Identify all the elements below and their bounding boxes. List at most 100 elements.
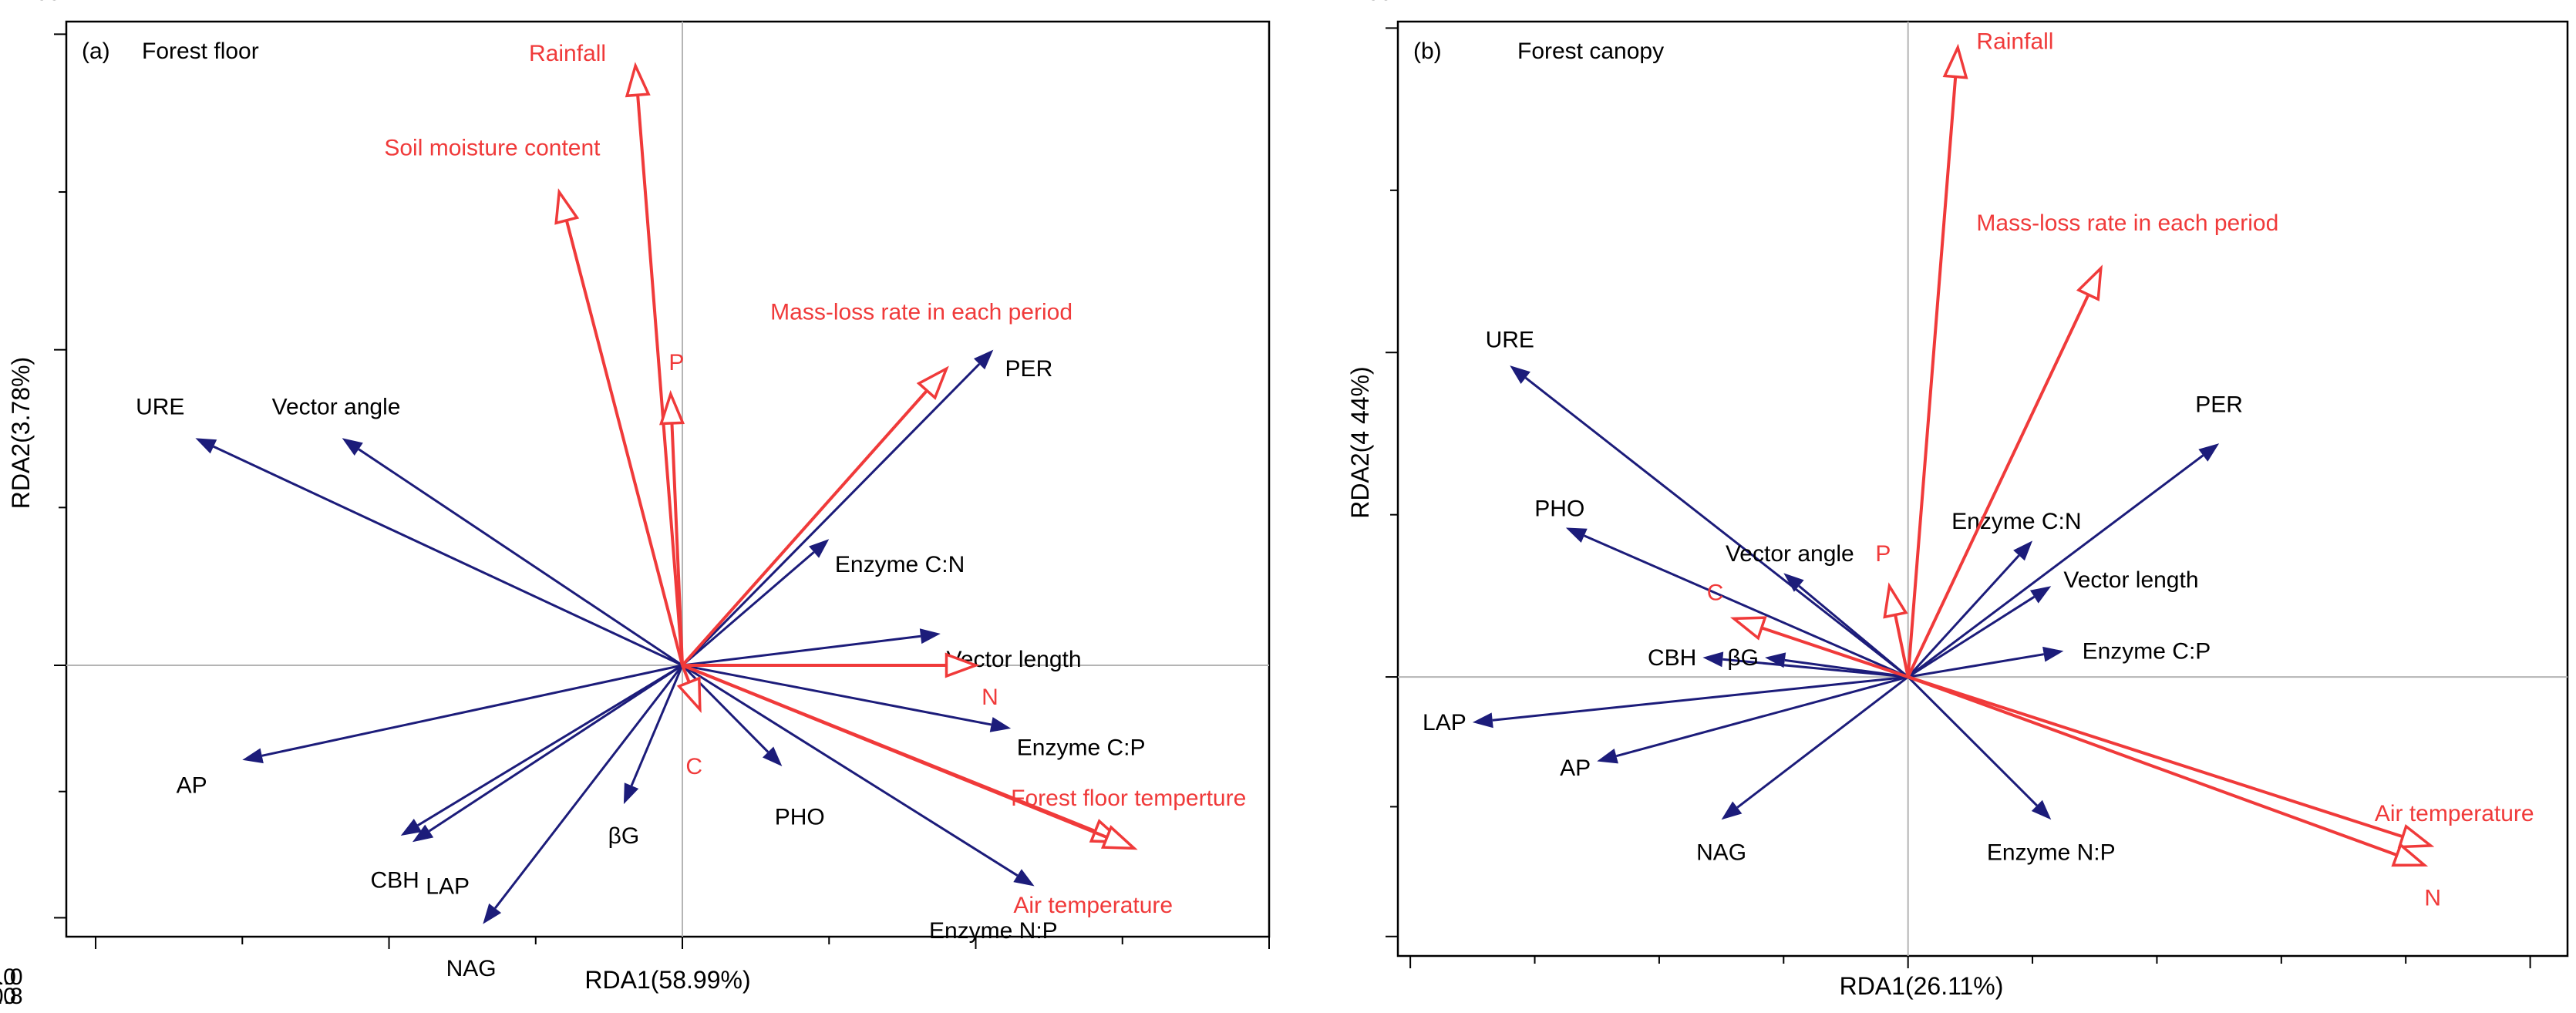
vector-mass-loss-rate-in-each-period xyxy=(681,389,928,667)
y-axis-title: RDA2(3.78%) xyxy=(7,357,35,509)
label-pho: PHO xyxy=(1534,496,1584,521)
y-tick-label: 1.0 xyxy=(29,0,61,5)
vector-per xyxy=(681,363,981,667)
arrowhead-enzyme-n-p xyxy=(2031,799,2052,820)
label-lap: LAP xyxy=(426,874,470,900)
arrowhead-enzyme-n-p xyxy=(1013,869,1035,887)
label-air-temperature: Air temperature xyxy=(1013,893,1173,918)
arrowhead-enzyme-c-p xyxy=(2042,646,2064,662)
vector-lap xyxy=(1492,675,1908,722)
vector-cbh xyxy=(417,664,683,826)
panel-a-forest-floor: −1.01.0−0.41.0RDA1(58.99%)RDA2(3.78%)(a)… xyxy=(0,0,1271,994)
vector-per xyxy=(1907,454,2204,678)
vector-ure xyxy=(213,445,683,667)
arrowhead-pho xyxy=(1565,527,1588,544)
vector-rainfall xyxy=(636,95,685,666)
x-tick-label: −0.8 xyxy=(0,984,23,1009)
vector-enzyme-n-p xyxy=(1907,676,2038,806)
vector-ap xyxy=(261,664,683,757)
label-enzyme-n-p: Enzyme N:P xyxy=(1987,840,2116,865)
vector-soil-moisture-content xyxy=(564,220,684,666)
label-pho: PHO xyxy=(775,804,825,830)
vector-enzyme-c-n xyxy=(1907,554,2020,678)
label-vector-angle: Vector angle xyxy=(1726,541,1854,567)
plot-frame xyxy=(1396,20,2569,957)
label-p: P xyxy=(668,350,684,375)
arrowhead-ure xyxy=(195,438,217,454)
arrowhead-vector-angle xyxy=(342,438,363,456)
arrowhead-rainfall xyxy=(625,62,651,98)
vector-nag xyxy=(1736,675,1909,809)
x-axis-title: RDA1(58.99%) xyxy=(584,966,750,994)
arrowhead-ure xyxy=(1510,365,1530,384)
vector-g xyxy=(1784,658,1908,678)
label-g: βG xyxy=(608,823,640,849)
y-axis-title: RDA2(4 44%) xyxy=(1346,366,1374,518)
arrowhead-nag xyxy=(483,903,502,924)
arrowhead-p xyxy=(659,389,685,426)
panel-title: Forest canopy xyxy=(1517,39,1664,64)
label-nag: NAG xyxy=(1696,840,1746,865)
vector-ap xyxy=(1615,675,1909,758)
label-ap: AP xyxy=(1560,756,1591,781)
vector-enzyme-c-n xyxy=(682,551,815,667)
vector-enzyme-c-p xyxy=(682,664,992,726)
vector-rainfall xyxy=(1906,76,1958,678)
label-cbh: CBH xyxy=(1648,645,1696,671)
label-per: PER xyxy=(1005,356,1053,382)
vector-enzyme-c-p xyxy=(1908,653,2045,678)
panel-label: (b) xyxy=(1413,39,1442,64)
label-nag: NAG xyxy=(446,956,497,981)
label-ap: AP xyxy=(177,773,207,799)
label-n: N xyxy=(2424,885,2441,910)
label-enzyme-c-p: Enzyme C:P xyxy=(1017,735,1146,760)
plot-frame xyxy=(65,20,1271,938)
y-tick-label: −0.4 xyxy=(22,0,67,5)
arrowhead-per xyxy=(973,349,994,370)
label-ure: URE xyxy=(136,394,184,419)
arrowhead-p xyxy=(1883,582,1908,619)
arrowhead-cbh xyxy=(1702,651,1724,668)
label-soil-moisture-content: Soil moisture content xyxy=(384,136,601,161)
label-rainfall: Rainfall xyxy=(1976,29,2053,54)
vector-air-temperature xyxy=(1908,675,2403,839)
x-tick-label: −1.0 xyxy=(0,964,23,990)
arrowhead-vector-length xyxy=(919,628,941,644)
x-axis-title: RDA1(26.11%) xyxy=(1840,972,2004,1000)
vector-g xyxy=(630,665,684,786)
arrowhead-g xyxy=(623,782,639,805)
label-vector-angle: Vector angle xyxy=(272,394,401,419)
arrowhead-enzyme-c-n xyxy=(809,539,830,558)
vector-c xyxy=(681,665,691,683)
label-vector-length: Vector length xyxy=(2063,567,2198,593)
label-enzyme-n-p: Enzyme N:P xyxy=(929,918,1058,944)
x-tick-label: 1.0 xyxy=(0,964,16,990)
arrowhead-rainfall xyxy=(1942,43,1968,79)
arrowhead-lap xyxy=(1472,712,1493,729)
arrowhead-c xyxy=(676,676,702,713)
vector-cbh xyxy=(1722,658,1908,678)
arrowhead-c xyxy=(1729,616,1767,641)
vector-vector-angle xyxy=(1798,584,1909,678)
label-enzyme-c-n: Enzyme C:N xyxy=(835,552,965,577)
label-p: P xyxy=(1875,541,1891,567)
label-forest-floor-temperture: Forest floor temperture xyxy=(1011,786,1246,811)
arrowhead-cbh xyxy=(400,819,423,836)
x-tick-label: 1.0 xyxy=(0,984,16,1009)
vector-c xyxy=(1761,626,1909,678)
arrowhead-vector-angle xyxy=(1783,573,1804,592)
label-air-temperature: Air temperature xyxy=(2375,801,2534,826)
arrowhead-ap xyxy=(242,748,264,764)
vector-enzyme-n-p xyxy=(682,664,1019,877)
vector-ure xyxy=(1524,376,1909,678)
arrowhead-nag xyxy=(1721,801,1743,820)
arrowhead-per xyxy=(2198,443,2220,462)
label-c: C xyxy=(1707,581,1724,606)
vector-pho xyxy=(1584,534,1909,678)
label-g: βG xyxy=(1727,645,1759,671)
panel-title: Forest floor xyxy=(142,39,259,64)
vector-n xyxy=(1907,675,2398,857)
label-enzyme-c-p: Enzyme C:P xyxy=(2083,638,2211,664)
